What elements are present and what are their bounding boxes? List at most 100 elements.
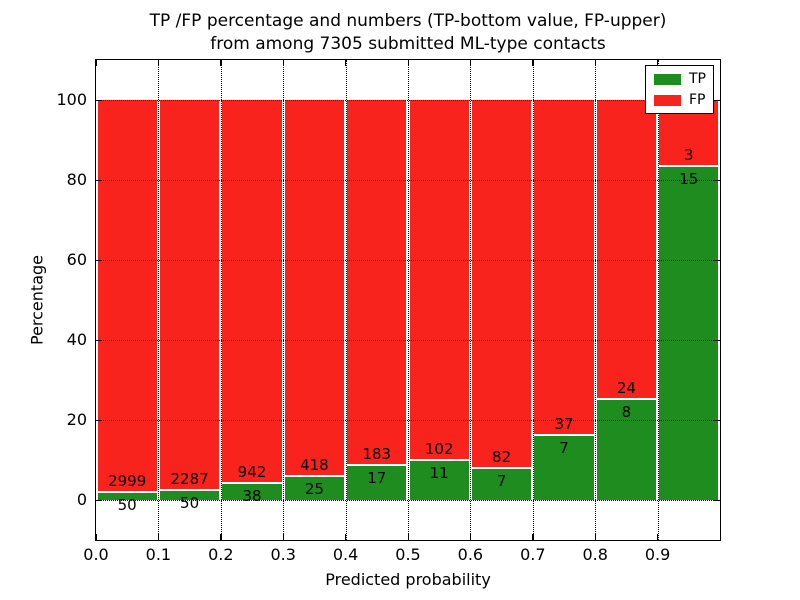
bar-tp-0.7 [534, 436, 594, 500]
gridline-x-0.9 [657, 60, 659, 540]
tp-count-label-0.4: 17 [367, 469, 387, 487]
x-tick-label-0.6: 0.6 [457, 545, 484, 564]
bar-fp-0.2 [222, 100, 282, 485]
gridline-x-0.6 [470, 60, 472, 540]
x-tick-bottom-0.9 [657, 534, 659, 540]
tp-count-label-0.8: 8 [621, 403, 632, 421]
x-tick-label-0.3: 0.3 [270, 545, 296, 564]
tp-count-label-0.7: 7 [559, 439, 569, 458]
bar-fp-0.3 [284, 100, 345, 478]
x-tick-top-0.6 [469, 60, 472, 66]
gridline-x-0.8 [595, 60, 597, 540]
legend-item-fp: FP [654, 92, 706, 108]
x-tick-bottom-0.5 [407, 534, 409, 540]
y-tick-right-80 [714, 179, 720, 181]
bar-tp-0.6 [471, 468, 532, 500]
x-tick-top-0.1 [157, 60, 160, 66]
y-tick-left-40 [96, 339, 102, 341]
bar-tp-0.2 [222, 484, 282, 500]
y-tick-left-60 [96, 259, 102, 261]
gridline-x-0.3 [283, 60, 285, 540]
chart-title-line2: from among 7305 submitted ML-type contac… [210, 34, 606, 54]
fp-count-label-0.9: 3 [684, 145, 694, 164]
y-tick-label-0: 0 [76, 490, 87, 509]
chart-title-line1: TP /FP percentage and numbers (TP-bottom… [149, 11, 667, 31]
x-tick-label-0.7: 0.7 [520, 545, 546, 564]
legend-label-fp: FP [689, 92, 706, 108]
bar-tp-0.9 [659, 166, 719, 500]
plot-area: TP FP 2999 50 2287 50 942 38 418 25 183 17 102 11 82… [56, 59, 721, 564]
x-tick-label-0.5: 0.5 [395, 545, 421, 564]
tp-color-swatch [654, 73, 681, 85]
y-tick-label-100: 100 [56, 90, 87, 109]
x-tick-bottom-0.7 [532, 534, 534, 540]
y-tick-right-20 [714, 419, 720, 421]
x-tick-top-0.5 [407, 60, 409, 66]
x-tick-bottom-0.2 [220, 534, 222, 540]
fp-count-label-0.7: 37 [554, 415, 574, 434]
x-tick-bottom-0.8 [594, 534, 597, 540]
x-tick-top-0.7 [532, 60, 534, 66]
y-tick-left-100 [96, 99, 102, 101]
y-tick-left-80 [96, 179, 102, 181]
y-tick-right-0 [714, 499, 720, 501]
bar-fp-0.5 [409, 100, 469, 462]
x-tick-top-0.4 [345, 60, 347, 66]
x-tick-top-0.3 [282, 60, 285, 66]
fp-count-label-0.4: 183 [362, 445, 392, 463]
fp-count-label-0.3: 418 [300, 456, 329, 475]
fp-count-label-0.6: 82 [492, 447, 512, 466]
fp-color-swatch [654, 94, 681, 106]
x-tick-bottom-0.6 [469, 534, 472, 540]
y-tick-label-40: 40 [66, 330, 87, 349]
gridline-y-80 [96, 180, 720, 181]
bar-tp-0.8 [596, 400, 657, 500]
x-tick-label-0.1: 0.1 [145, 545, 172, 564]
x-tick-bottom-0.3 [282, 534, 285, 540]
x-axis-label: Predicted probability [325, 570, 491, 589]
bar-tp-0.4 [347, 466, 407, 500]
gridline-x-0.2 [220, 60, 222, 540]
gridline-y-100 [96, 100, 720, 101]
y-tick-label-60: 60 [66, 250, 87, 269]
y-tick-right-40 [714, 339, 720, 341]
gridline-x-0.4 [345, 60, 347, 540]
tp-count-label-0.2: 38 [242, 487, 262, 506]
fp-count-label-0.1: 2287 [170, 470, 209, 489]
x-tick-label-0.8: 0.8 [582, 545, 608, 564]
x-tick-top-0.0 [95, 60, 97, 66]
fp-count-label-0.0: 2999 [108, 472, 147, 491]
tp-count-label-0.1: 50 [180, 494, 200, 513]
fp-count-label-0.8: 24 [616, 379, 636, 397]
bar-tp-0.1 [159, 491, 220, 500]
y-tick-label-20: 20 [66, 410, 87, 429]
bar-fp-0.6 [471, 100, 532, 469]
gridline-y-20 [96, 420, 720, 421]
fp-count-label-0.5: 102 [424, 440, 454, 459]
legend-label-tp: TP [689, 71, 706, 87]
y-tick-right-100 [714, 99, 720, 101]
x-tick-label-0.0: 0.0 [83, 545, 109, 564]
bar-tp-0.5 [409, 461, 469, 500]
x-tick-label-0.9: 0.9 [644, 545, 671, 564]
x-tick-bottom-0.4 [345, 534, 347, 540]
bar-tp-0.3 [284, 477, 345, 500]
x-tick-top-0.9 [657, 60, 659, 66]
x-tick-bottom-0.0 [95, 534, 97, 540]
gridline-y-0 [96, 500, 720, 501]
bar-tp-0.0 [97, 493, 157, 500]
bar-fp-0.0 [97, 100, 157, 494]
bar-fp-0.7 [534, 100, 594, 437]
y-tick-label-80: 80 [66, 170, 87, 189]
x-tick-top-0.8 [594, 60, 597, 66]
x-tick-bottom-0.1 [157, 534, 160, 540]
gridline-y-60 [96, 260, 720, 261]
tp-count-label-0.5: 11 [429, 464, 449, 483]
y-tick-left-0 [96, 499, 102, 501]
tp-count-label-0.3: 25 [304, 480, 324, 499]
fp-count-label-0.2: 942 [237, 463, 267, 482]
gridline-x-0.1 [158, 60, 160, 540]
legend: TP FP [645, 65, 714, 114]
legend-item-tp: TP [654, 71, 706, 87]
